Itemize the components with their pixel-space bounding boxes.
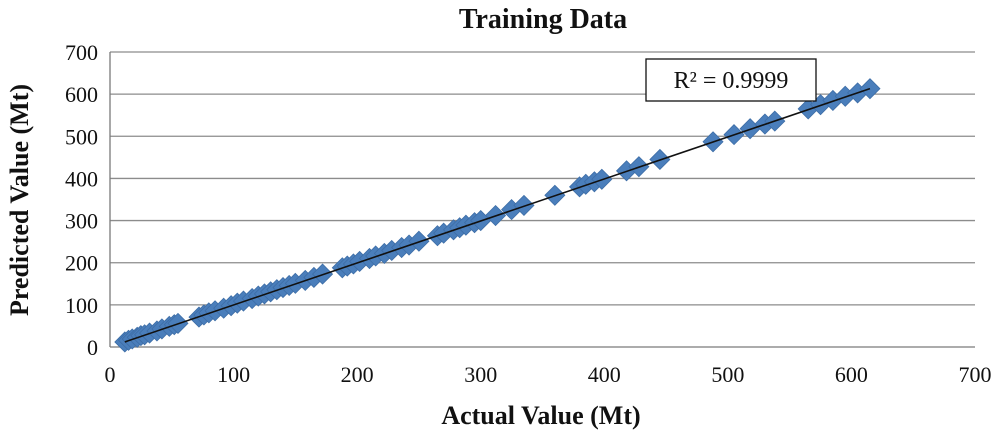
y-tick-label: 200 xyxy=(65,251,98,276)
y-tick-label: 400 xyxy=(65,166,98,191)
y-tick-label: 100 xyxy=(65,293,98,318)
y-tick-label: 300 xyxy=(65,209,98,234)
x-tick-label: 200 xyxy=(341,362,374,387)
r-squared-box xyxy=(645,58,817,102)
x-tick-label: 600 xyxy=(835,362,868,387)
y-tick-label: 600 xyxy=(65,82,98,107)
x-tick-label: 500 xyxy=(711,362,744,387)
chart-title: Training Data xyxy=(459,4,627,35)
x-tick-label: 700 xyxy=(959,362,992,387)
r-squared-annotation: R² = 0.9999 xyxy=(645,58,817,102)
r-squared-label: R² = 0.9999 xyxy=(674,68,789,94)
x-tick-label: 0 xyxy=(105,362,116,387)
x-tick-label: 300 xyxy=(464,362,497,387)
tick-labels: 0 100 200 300 400 500 600 700 0 100 200 300 400 500 60… xyxy=(65,40,992,387)
y-tick-label: 500 xyxy=(65,124,98,149)
y-tick-label: 700 xyxy=(65,40,98,65)
trendline xyxy=(124,87,871,343)
y-tick-label: 0 xyxy=(87,335,98,360)
x-axis-label: Actual Value (Mt) xyxy=(441,401,640,430)
y-axis-label: Predicted Value (Mt) xyxy=(5,84,34,316)
x-tick-label: 400 xyxy=(588,362,621,387)
gridlines xyxy=(109,51,975,348)
trendline-layer xyxy=(124,87,871,343)
x-tick-label: 100 xyxy=(217,362,250,387)
data-point xyxy=(513,194,535,216)
